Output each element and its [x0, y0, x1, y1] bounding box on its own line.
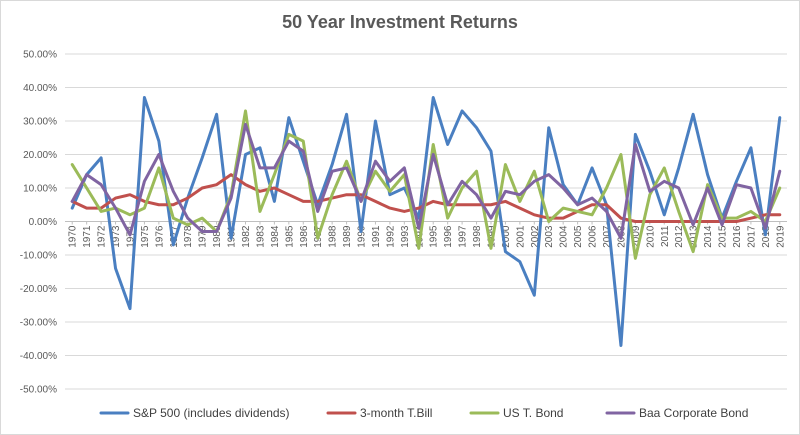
legend-item: US T. Bond	[469, 406, 563, 420]
x-tick-label: 1998	[472, 225, 483, 248]
x-tick-label: 1982	[241, 225, 252, 248]
y-axis-ticks: 50.00% 40.00% 30.00% 20.00% 10.00% 0.00% -10.0…	[20, 50, 57, 396]
y-tick-label: -50.00%	[20, 385, 57, 396]
x-tick-label: 2006	[588, 225, 599, 248]
x-tick-label: 2012	[674, 225, 685, 248]
x-tick-label: 1997	[458, 225, 469, 248]
legend-item: 3-month T.Bill	[326, 406, 432, 420]
chart-title: 50 Year Investment Returns	[282, 12, 518, 32]
x-tick-label: 1989	[342, 225, 353, 248]
x-tick-label: 1991	[371, 225, 382, 248]
x-tick-label: 1971	[82, 225, 93, 248]
x-tick-label: 1996	[443, 225, 454, 248]
x-tick-label: 2000	[501, 225, 512, 248]
x-tick-label: 2016	[732, 225, 743, 248]
y-tick-label: 50.00%	[23, 50, 57, 61]
x-tick-label: 2009	[631, 225, 642, 248]
x-tick-label: 2011	[660, 225, 671, 247]
x-tick-label: 1986	[299, 225, 310, 248]
x-tick-label: 2004	[559, 225, 570, 248]
x-tick-label: 1970	[68, 225, 79, 248]
legend-label: 3-month T.Bill	[360, 406, 432, 420]
y-tick-label: -40.00%	[20, 351, 57, 362]
x-tick-label: 1990	[357, 225, 368, 248]
x-tick-label: 1977	[169, 225, 180, 248]
x-tick-label: 1995	[429, 225, 440, 248]
x-tick-label: 2014	[703, 225, 714, 248]
x-tick-label: 1973	[111, 225, 122, 248]
y-tick-label: 20.00%	[23, 150, 57, 161]
x-tick-label: 1974	[125, 225, 136, 248]
series-lines	[70, 96, 782, 347]
x-tick-label: 1975	[140, 225, 151, 248]
legend-label: US T. Bond	[503, 406, 563, 420]
y-tick-label: 10.00%	[23, 184, 57, 195]
x-tick-label: 1993	[400, 225, 411, 248]
x-tick-label: 1972	[97, 225, 108, 248]
legend-label: S&P 500 (includes dividends)	[133, 406, 290, 420]
y-tick-label: 30.00%	[23, 117, 57, 128]
x-tick-label: 1978	[183, 225, 194, 248]
x-tick-label: 2003	[544, 225, 555, 248]
x-tick-label: 1988	[328, 225, 339, 248]
x-tick-label: 2007	[602, 225, 613, 248]
x-tick-label: 2018	[761, 225, 772, 248]
x-tick-label: 1980	[212, 225, 223, 248]
x-tick-label: 1985	[284, 225, 295, 248]
legend: S&P 500 (includes dividends) 3-month T.Bi…	[99, 406, 748, 420]
y-tick-label: -10.00%	[20, 251, 57, 262]
x-tick-label: 2010	[645, 225, 656, 248]
legend-label: Baa Corporate Bond	[639, 406, 748, 420]
x-tick-label: 2013	[689, 225, 700, 248]
x-tick-label: 1992	[385, 225, 396, 248]
x-axis-ticks: 1970 1971 1972 1973 1974 1975 1976 1977 1978 1979…	[68, 221, 786, 248]
x-tick-label: 2019	[775, 225, 786, 248]
y-tick-label: -20.00%	[20, 284, 57, 295]
x-tick-label: 1984	[270, 225, 281, 248]
x-tick-label: 1976	[154, 225, 165, 248]
x-tick-label: 1983	[255, 225, 266, 248]
x-tick-label: 2001	[515, 225, 526, 248]
y-tick-label: -30.00%	[20, 318, 57, 329]
x-tick-label: 2005	[573, 225, 584, 248]
legend-item: S&P 500 (includes dividends)	[99, 406, 290, 420]
x-tick-label: 2002	[530, 225, 541, 248]
y-tick-label: 40.00%	[23, 83, 57, 94]
legend-item: Baa Corporate Bond	[605, 406, 748, 420]
series-line-baa-corporate-bond	[70, 122, 782, 240]
x-tick-label: 1979	[198, 225, 209, 248]
x-tick-label: 2015	[718, 225, 729, 248]
series-line-s-p-500-includes-dividends	[70, 96, 782, 347]
x-tick-label: 2017	[746, 225, 757, 248]
y-tick-label: 0.00%	[29, 217, 57, 228]
